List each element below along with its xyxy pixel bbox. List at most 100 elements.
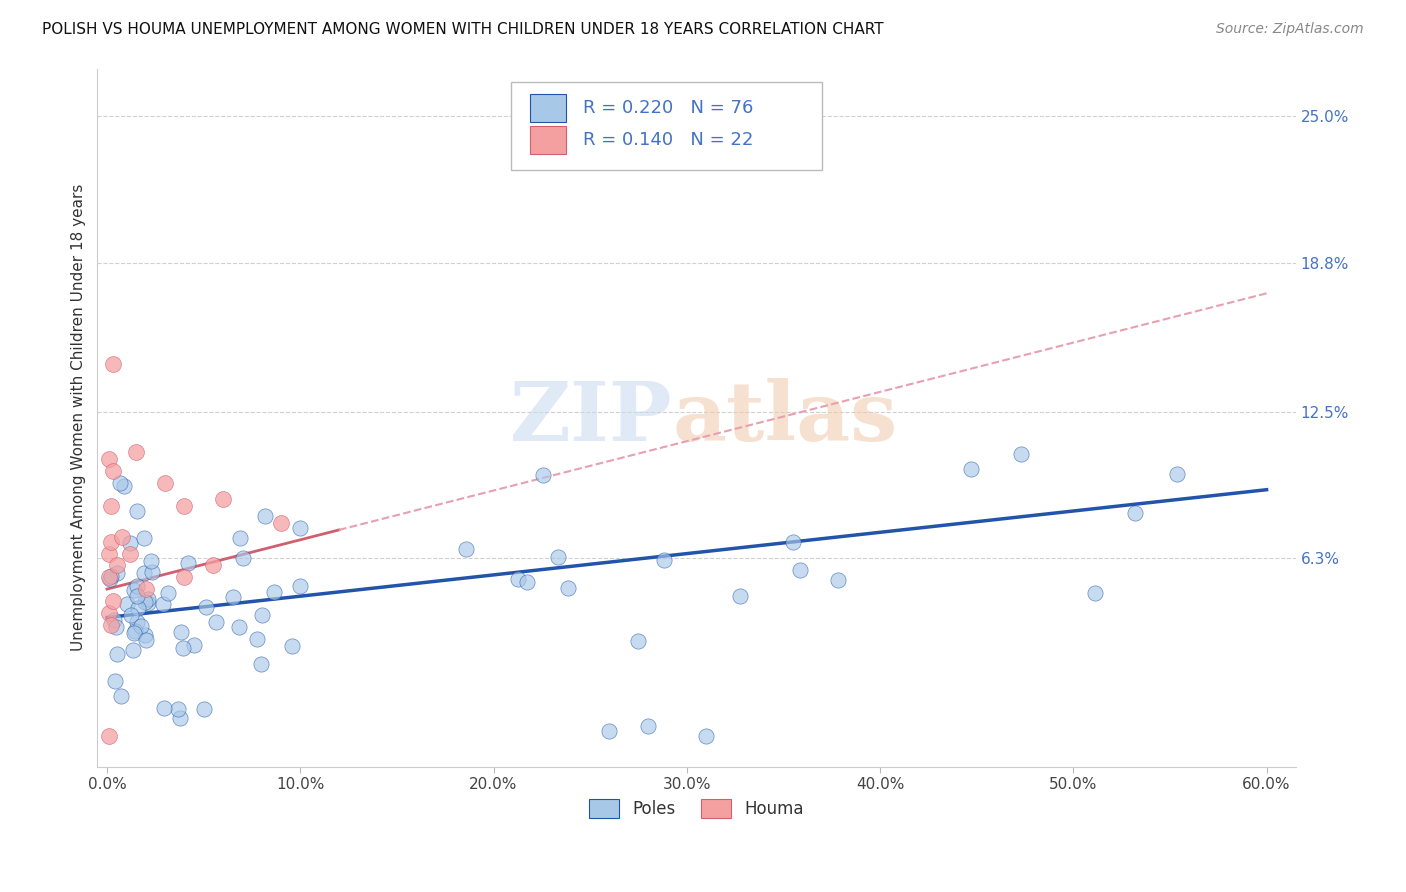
Point	[531, 467, 554, 482]
Point	[104, 673, 127, 688]
Legend: Poles, Houma: Poles, Houma	[582, 792, 810, 824]
Point	[508, 572, 530, 586]
Point	[598, 724, 620, 739]
Point	[250, 608, 273, 623]
Point	[728, 589, 751, 603]
FancyBboxPatch shape	[530, 127, 565, 154]
Point	[212, 492, 235, 507]
Point	[136, 592, 159, 607]
Point	[105, 647, 128, 661]
Point	[1084, 586, 1107, 600]
Point	[115, 597, 138, 611]
Point	[652, 553, 675, 567]
Point	[135, 632, 157, 647]
Text: POLISH VS HOUMA UNEMPLOYMENT AMONG WOMEN WITH CHILDREN UNDER 18 YEARS CORRELATIO: POLISH VS HOUMA UNEMPLOYMENT AMONG WOMEN…	[42, 22, 884, 37]
Point	[122, 583, 145, 598]
Point	[127, 601, 149, 615]
Point	[222, 590, 245, 604]
Point	[157, 585, 180, 599]
Point	[173, 570, 195, 584]
Point	[516, 574, 538, 589]
Point	[1125, 506, 1147, 520]
Point	[204, 615, 226, 630]
Point	[111, 530, 134, 544]
Point	[105, 558, 128, 573]
Point	[782, 534, 804, 549]
Point	[173, 500, 195, 514]
Point	[101, 464, 124, 478]
Point	[127, 589, 149, 603]
Point	[108, 476, 131, 491]
Point	[134, 531, 156, 545]
Point	[132, 566, 155, 580]
Point	[98, 572, 121, 586]
Point	[183, 638, 205, 652]
Point	[120, 535, 142, 549]
Point	[557, 581, 579, 595]
Point	[695, 729, 717, 743]
Point	[121, 643, 143, 657]
Point	[103, 613, 125, 627]
Y-axis label: Unemployment Among Women with Children Under 18 years: Unemployment Among Women with Children U…	[72, 184, 86, 651]
Point	[288, 579, 311, 593]
Point	[169, 711, 191, 725]
Text: R = 0.140   N = 22: R = 0.140 N = 22	[582, 131, 754, 150]
Point	[125, 579, 148, 593]
Point	[129, 619, 152, 633]
Point	[120, 547, 142, 561]
Point	[547, 550, 569, 565]
Text: atlas: atlas	[672, 377, 897, 458]
Point	[637, 719, 659, 733]
Point	[270, 516, 292, 530]
Point	[141, 565, 163, 579]
Point	[202, 558, 225, 573]
Point	[170, 624, 193, 639]
Point	[1010, 447, 1032, 461]
FancyBboxPatch shape	[510, 82, 823, 169]
Point	[263, 585, 285, 599]
Point	[101, 594, 124, 608]
Point	[100, 617, 122, 632]
Point	[153, 700, 176, 714]
Text: Source: ZipAtlas.com: Source: ZipAtlas.com	[1216, 22, 1364, 37]
Point	[97, 570, 120, 584]
Point	[288, 521, 311, 535]
FancyBboxPatch shape	[530, 94, 565, 121]
Point	[177, 556, 200, 570]
Point	[1166, 467, 1188, 482]
Point	[250, 657, 273, 672]
Text: R = 0.220   N = 76: R = 0.220 N = 76	[582, 99, 754, 117]
Point	[124, 624, 146, 639]
Point	[153, 475, 176, 490]
Point	[125, 504, 148, 518]
Point	[97, 452, 120, 467]
Point	[105, 620, 128, 634]
Point	[125, 615, 148, 629]
Point	[627, 634, 650, 648]
Point	[959, 461, 981, 475]
Point	[246, 632, 269, 647]
Point	[136, 596, 159, 610]
Point	[125, 445, 148, 459]
Point	[193, 702, 215, 716]
Point	[122, 626, 145, 640]
Point	[281, 639, 304, 653]
Point	[228, 620, 250, 634]
Point	[167, 702, 190, 716]
Point	[110, 689, 132, 703]
Point	[139, 554, 162, 568]
Point	[253, 509, 276, 524]
Point	[97, 547, 120, 561]
Point	[101, 357, 124, 371]
Point	[112, 479, 135, 493]
Point	[789, 563, 811, 577]
Point	[134, 595, 156, 609]
Text: ZIP: ZIP	[510, 377, 672, 458]
Point	[120, 608, 142, 623]
Point	[172, 640, 194, 655]
Point	[827, 573, 849, 587]
Point	[100, 534, 122, 549]
Point	[152, 597, 174, 611]
Point	[134, 628, 156, 642]
Point	[100, 500, 122, 514]
